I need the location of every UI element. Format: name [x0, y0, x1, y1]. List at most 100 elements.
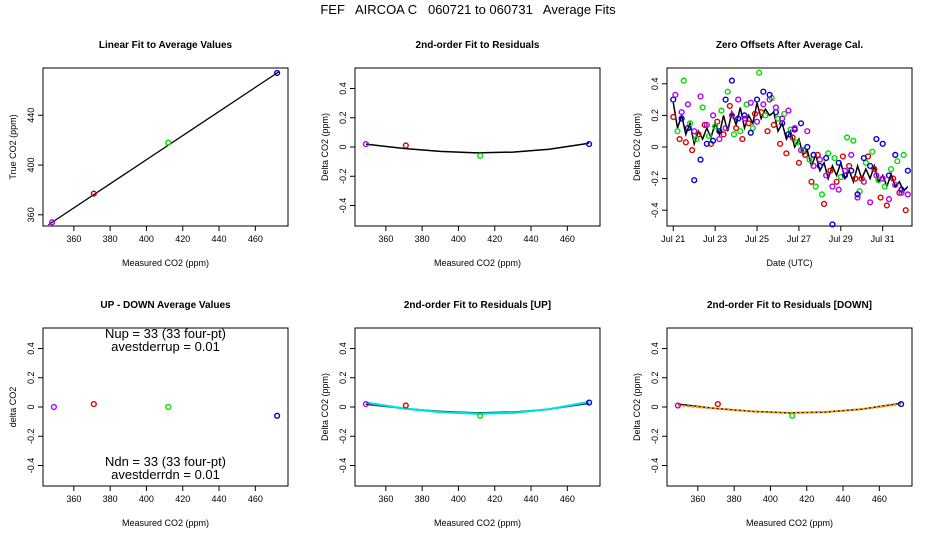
- data-point-red: [833, 178, 840, 185]
- x-tick-label: Jul 21: [661, 234, 685, 244]
- x-tick-label: 460: [560, 234, 575, 244]
- annotation-text: Nup = 33 (33 four-pt): [105, 326, 226, 341]
- y-axis-label: Delta CO2 (ppm): [320, 113, 330, 181]
- data-point-purple: [885, 196, 893, 203]
- y-tick-label: 0: [650, 144, 660, 149]
- data-point-purple: [735, 96, 742, 103]
- data-point-blue: [678, 115, 685, 122]
- data-point-purple: [804, 128, 811, 135]
- x-tick-label: 460: [248, 494, 263, 504]
- x-tick-label: 420: [799, 494, 814, 504]
- data-point-purple: [691, 128, 698, 135]
- data-point-red: [789, 134, 796, 141]
- data-point-blue: [691, 177, 698, 184]
- data-point-blue: [586, 399, 593, 406]
- x-tick-label: 360: [378, 234, 393, 244]
- data-point-red: [701, 121, 708, 128]
- data-point-green: [806, 156, 813, 163]
- y-tick-label: 0.2: [338, 111, 348, 124]
- data-point-red: [739, 136, 746, 143]
- data-point-red: [758, 109, 765, 116]
- data-point-blue: [848, 167, 855, 174]
- x-tick-label: 380: [103, 494, 118, 504]
- x-tick-label: 380: [103, 234, 118, 244]
- data-point-green: [477, 152, 484, 159]
- x-tick-label: Jul 31: [871, 234, 895, 244]
- data-point-blue: [785, 131, 792, 138]
- x-axis-label: Measured CO2 (ppm): [434, 518, 521, 528]
- data-point-purple: [797, 147, 805, 154]
- data-point-purple: [709, 112, 717, 119]
- data-point-green: [165, 139, 172, 146]
- data-point-green: [724, 88, 731, 95]
- data-point-green: [680, 77, 687, 84]
- data-point-green: [781, 110, 788, 117]
- fit-curve-black: [672, 102, 909, 193]
- chart-panel-2: 2nd-order Fit to Residuals 360 380 400 420 44…: [320, 40, 601, 268]
- chart-title: 2nd-order Fit to Residuals [DOWN]: [707, 300, 872, 311]
- x-tick-label: 440: [212, 234, 227, 244]
- data-point-blue: [885, 172, 893, 179]
- data-point-purple: [785, 107, 792, 114]
- x-tick-label: 360: [378, 494, 393, 504]
- plot-frame: [42, 67, 289, 227]
- data-point-green: [894, 158, 901, 165]
- data-point-blue: [274, 69, 281, 77]
- data-point-red: [776, 140, 784, 147]
- data-point-purple: [772, 104, 779, 111]
- x-axis-label: Date (UTC): [766, 258, 812, 268]
- x-tick-label: Jul 27: [787, 234, 811, 244]
- data-point-green: [818, 191, 826, 198]
- data-point-red: [745, 120, 752, 127]
- data-point-red: [883, 202, 890, 209]
- data-point-purple: [841, 167, 849, 174]
- data-point-purple: [753, 118, 761, 125]
- data-point-blue: [753, 96, 761, 103]
- x-tick-label: 440: [524, 494, 539, 504]
- data-point-purple: [747, 99, 754, 106]
- x-tick-label: 460: [872, 494, 887, 504]
- y-tick-label: 0: [338, 404, 348, 409]
- data-point-green: [831, 154, 838, 162]
- plot-frame: [666, 67, 913, 227]
- y-tick-label: 0.4: [650, 342, 660, 355]
- data-point-blue: [709, 137, 717, 144]
- data-point-purple: [816, 156, 823, 163]
- y-tick-label: -0.4: [338, 198, 348, 214]
- chart-panel-5: 2nd-order Fit to Residuals [UP] 360 380 400…: [320, 300, 601, 528]
- y-tick-label: 0.2: [26, 371, 36, 384]
- x-tick-label: 420: [175, 234, 190, 244]
- data-point-blue: [898, 186, 905, 193]
- data-point-red: [770, 121, 777, 128]
- data-point-purple: [898, 189, 905, 196]
- x-tick-label: 400: [139, 494, 154, 504]
- y-tick-label: -0.4: [650, 458, 660, 474]
- data-point-purple: [904, 191, 911, 198]
- data-point-green: [900, 151, 907, 159]
- data-point-red: [764, 128, 771, 135]
- data-point-red: [402, 402, 409, 409]
- x-tick-label: 360: [66, 234, 81, 244]
- fit-line: [48, 71, 280, 226]
- data-point-green: [477, 412, 484, 419]
- chart-panel-4: UP - DOWN Average Values 360 380 400 420 440 4…: [8, 300, 289, 528]
- x-tick-label: 440: [524, 234, 539, 244]
- data-point-green: [881, 183, 888, 190]
- y-tick-label: 0.4: [338, 342, 348, 355]
- chart-panel-1: Linear Fit to Average Values 360 380 400 420…: [8, 40, 289, 268]
- y-axis-label: Delta CO2 (ppm): [320, 373, 330, 441]
- x-tick-label: 440: [212, 494, 227, 504]
- data-point-blue: [860, 154, 867, 162]
- x-tick-label: 360: [690, 494, 705, 504]
- data-point-red: [695, 131, 702, 138]
- x-tick-label: 460: [560, 494, 575, 504]
- data-point-purple: [760, 101, 767, 108]
- data-point-blue: [854, 191, 861, 198]
- y-tick-label: -0.4: [26, 458, 36, 474]
- data-point-green: [712, 123, 719, 130]
- data-point-green: [686, 120, 694, 127]
- x-tick-label: 380: [415, 234, 430, 244]
- data-point-green: [674, 128, 681, 135]
- x-tick-label: 420: [487, 494, 502, 504]
